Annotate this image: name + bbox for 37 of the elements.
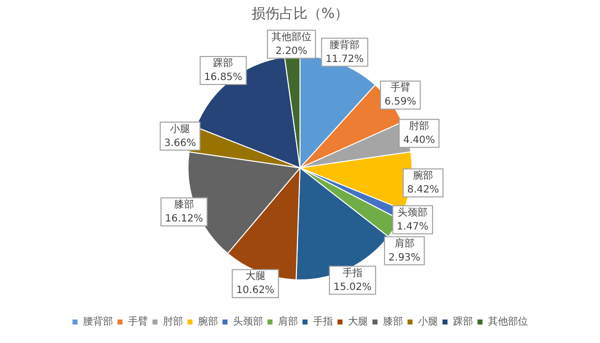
slice-label: 手指 <box>342 266 363 279</box>
data-label: 8.42% <box>407 184 439 196</box>
legend-label: 手指 <box>313 316 333 328</box>
data-label: 4.40% <box>403 134 435 146</box>
slice-label: 手臂 <box>390 82 410 94</box>
data-label: 6.59% <box>384 96 416 108</box>
legend-label: 小腿 <box>418 316 438 328</box>
legend-label: 踝部 <box>453 316 473 328</box>
legend-label: 肘部 <box>163 316 183 328</box>
slice-label: 腕部 <box>413 169 434 182</box>
slice-label: 头颈部 <box>398 206 428 218</box>
legend-label: 其他部位 <box>488 316 528 328</box>
slice-label: 踝部 <box>213 57 234 70</box>
legend-label: 大腿 <box>348 316 368 328</box>
legend-label: 腰背部 <box>83 316 113 328</box>
chart-title: 损伤占比（%） <box>251 6 349 22</box>
data-label: 16.12% <box>164 213 204 224</box>
legend-label: 膝部 <box>383 316 403 328</box>
legend-label: 腕部 <box>198 316 218 328</box>
slice-label: 大腿 <box>245 270 266 282</box>
data-label: 11.72% <box>326 54 364 65</box>
slice-label: 肩部 <box>394 237 414 250</box>
data-label: 2.20% <box>276 46 308 57</box>
data-label: 2.93% <box>388 252 420 264</box>
data-label: 15.02% <box>333 282 372 293</box>
legend-label: 头颈部 <box>233 316 263 328</box>
data-label: 10.62% <box>236 285 274 296</box>
slice-label: 小腿 <box>170 122 190 135</box>
legend-label: 肩部 <box>278 316 298 328</box>
slice-label: 肘部 <box>409 120 430 132</box>
data-label: 1.47% <box>396 221 429 232</box>
legend-label: 手臂 <box>128 316 148 328</box>
data-label: 16.85% <box>204 72 242 84</box>
data-label: 3.66% <box>164 138 196 149</box>
slice-label: 膝部 <box>174 198 194 210</box>
slice-label: 其他部位 <box>271 30 312 43</box>
slice-label: 腰背部 <box>330 38 360 51</box>
